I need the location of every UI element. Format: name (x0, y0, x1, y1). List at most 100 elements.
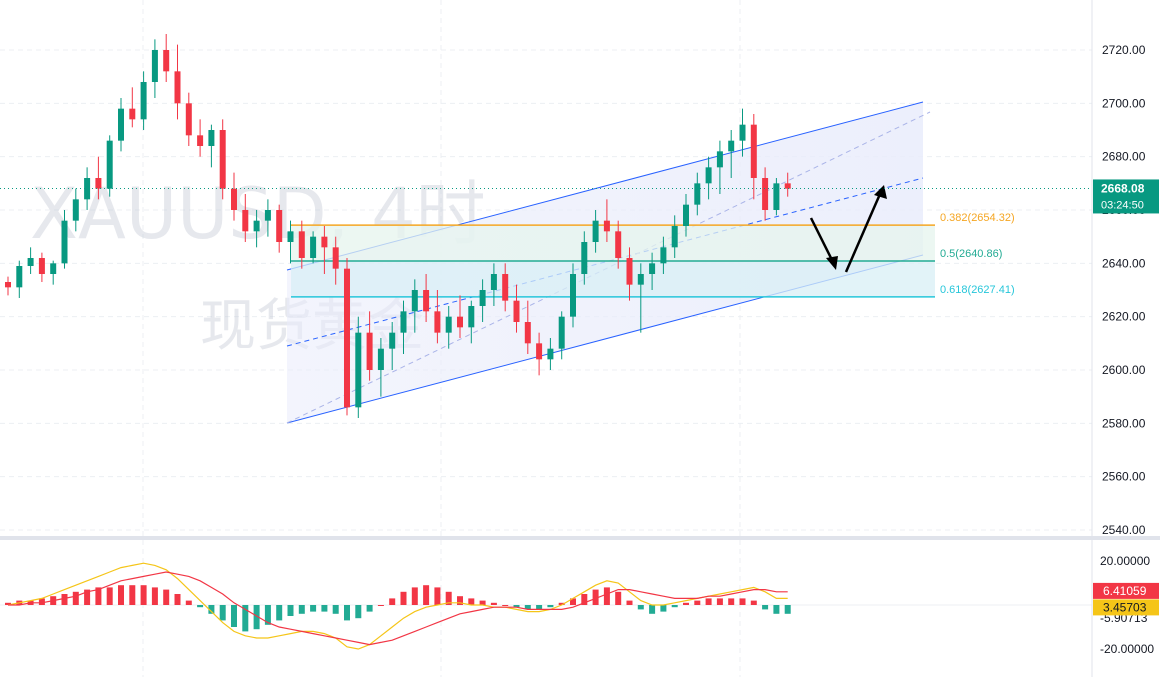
price-tick-label: 2600.00 (1102, 363, 1146, 377)
macd-histogram-bar (140, 585, 147, 605)
candle (558, 311, 565, 360)
macd-histogram-bar (581, 594, 588, 605)
candle-body (5, 282, 11, 288)
macd-histogram-bar (762, 605, 769, 610)
candle (750, 114, 757, 200)
up-arrow-shaft (844, 193, 882, 273)
candle-body (219, 130, 226, 189)
candle (287, 220, 294, 264)
candle (355, 316, 362, 418)
signal-value-label: 3.45703 (1103, 600, 1147, 614)
macd-histogram-bar (423, 585, 430, 605)
candle-body (570, 274, 576, 317)
candle (716, 140, 723, 194)
candle-body (151, 50, 158, 82)
last-price-label: 2668.08 (1101, 181, 1145, 195)
candle-body (355, 332, 362, 408)
candle (298, 220, 305, 269)
candle-body (660, 247, 667, 264)
fib-level-label: 0.618(2627.41) (940, 284, 1015, 296)
candle (174, 44, 181, 120)
fibonacci-retracement[interactable]: 0.382(2654.32) 0.5(2640.86) 0.618(2627.41) (291, 212, 1015, 298)
macd-value-badge (1093, 582, 1159, 599)
macd-histogram-bar (95, 587, 102, 605)
candle (649, 252, 656, 290)
candle-body (16, 266, 23, 288)
candle (626, 247, 633, 301)
candle-body (38, 258, 45, 274)
macd-histogram-bar (558, 602, 565, 605)
candle-body (490, 274, 497, 290)
candle-body (298, 231, 305, 258)
candle (468, 300, 475, 344)
candle-body (649, 263, 656, 274)
candle-body (524, 322, 531, 344)
macd-histogram-bar (490, 602, 497, 605)
candle-body (84, 178, 91, 200)
candle-body (377, 348, 384, 370)
macd-histogram-bar (694, 600, 701, 605)
candle-body (502, 274, 509, 301)
candle-body (72, 199, 79, 221)
candle (27, 247, 34, 274)
macd-histogram-bar (287, 605, 294, 616)
candle-body (118, 108, 124, 141)
candle (310, 231, 317, 264)
price-tick-label: 2720.00 (1102, 43, 1146, 57)
macd-histogram-bar (773, 605, 780, 614)
candle-body (423, 290, 430, 312)
candle (773, 178, 780, 216)
macd-histogram-bar (332, 605, 339, 614)
price-axis[interactable]: 2720.002700.002680.002660.002640.002620.… (1093, 43, 1159, 537)
macd-histogram-bar (637, 605, 644, 610)
price-tick-label: 2680.00 (1102, 150, 1146, 164)
macd-histogram-bar (276, 605, 283, 621)
candle-body (468, 306, 475, 328)
candle-body (174, 71, 181, 104)
candle (197, 119, 204, 157)
macd-indicator (0, 562, 1092, 650)
candle-body (445, 316, 452, 333)
macd-histogram-bar (118, 585, 124, 605)
candle (457, 295, 463, 338)
fib-level-label: 0.382(2654.32) (940, 212, 1015, 224)
candle-countdown-label: 03:24:50 (1101, 199, 1144, 211)
candle-body (592, 220, 599, 242)
candle (434, 290, 441, 344)
macd-histogram-bar (671, 605, 678, 608)
projection-arrows[interactable] (809, 185, 887, 273)
candle-body (400, 311, 407, 333)
macd-histogram-bar (197, 605, 204, 608)
down-arrow-head (826, 256, 838, 270)
candle-body (344, 268, 350, 408)
candle-body (694, 183, 701, 205)
macd-histogram-bar (5, 602, 11, 605)
candle-body (762, 178, 769, 210)
candle (671, 215, 678, 258)
macd-histogram-bar (242, 605, 249, 632)
macd-tick-label: 20.00000 (1100, 554, 1150, 568)
macd-histogram-bar (626, 600, 633, 605)
candle (762, 167, 769, 221)
candlestick-series (5, 34, 791, 418)
candle (276, 204, 283, 253)
candle (5, 276, 11, 296)
candle-body (716, 151, 723, 168)
candle-body (95, 178, 102, 189)
candle-body (457, 316, 463, 328)
macd-histogram-bar (389, 598, 396, 605)
pane-separator[interactable] (0, 536, 1160, 540)
macd-histogram-bar (570, 598, 576, 605)
macd-histogram-bar (253, 605, 260, 630)
candle-body (50, 263, 57, 274)
macd-histogram-bar (716, 598, 723, 605)
macd-histogram-bar (784, 605, 791, 614)
candle (502, 263, 509, 312)
up-arrow-head (874, 185, 887, 199)
candle (163, 34, 170, 82)
candle-body (581, 242, 588, 274)
macd-histogram-bar (344, 605, 350, 621)
